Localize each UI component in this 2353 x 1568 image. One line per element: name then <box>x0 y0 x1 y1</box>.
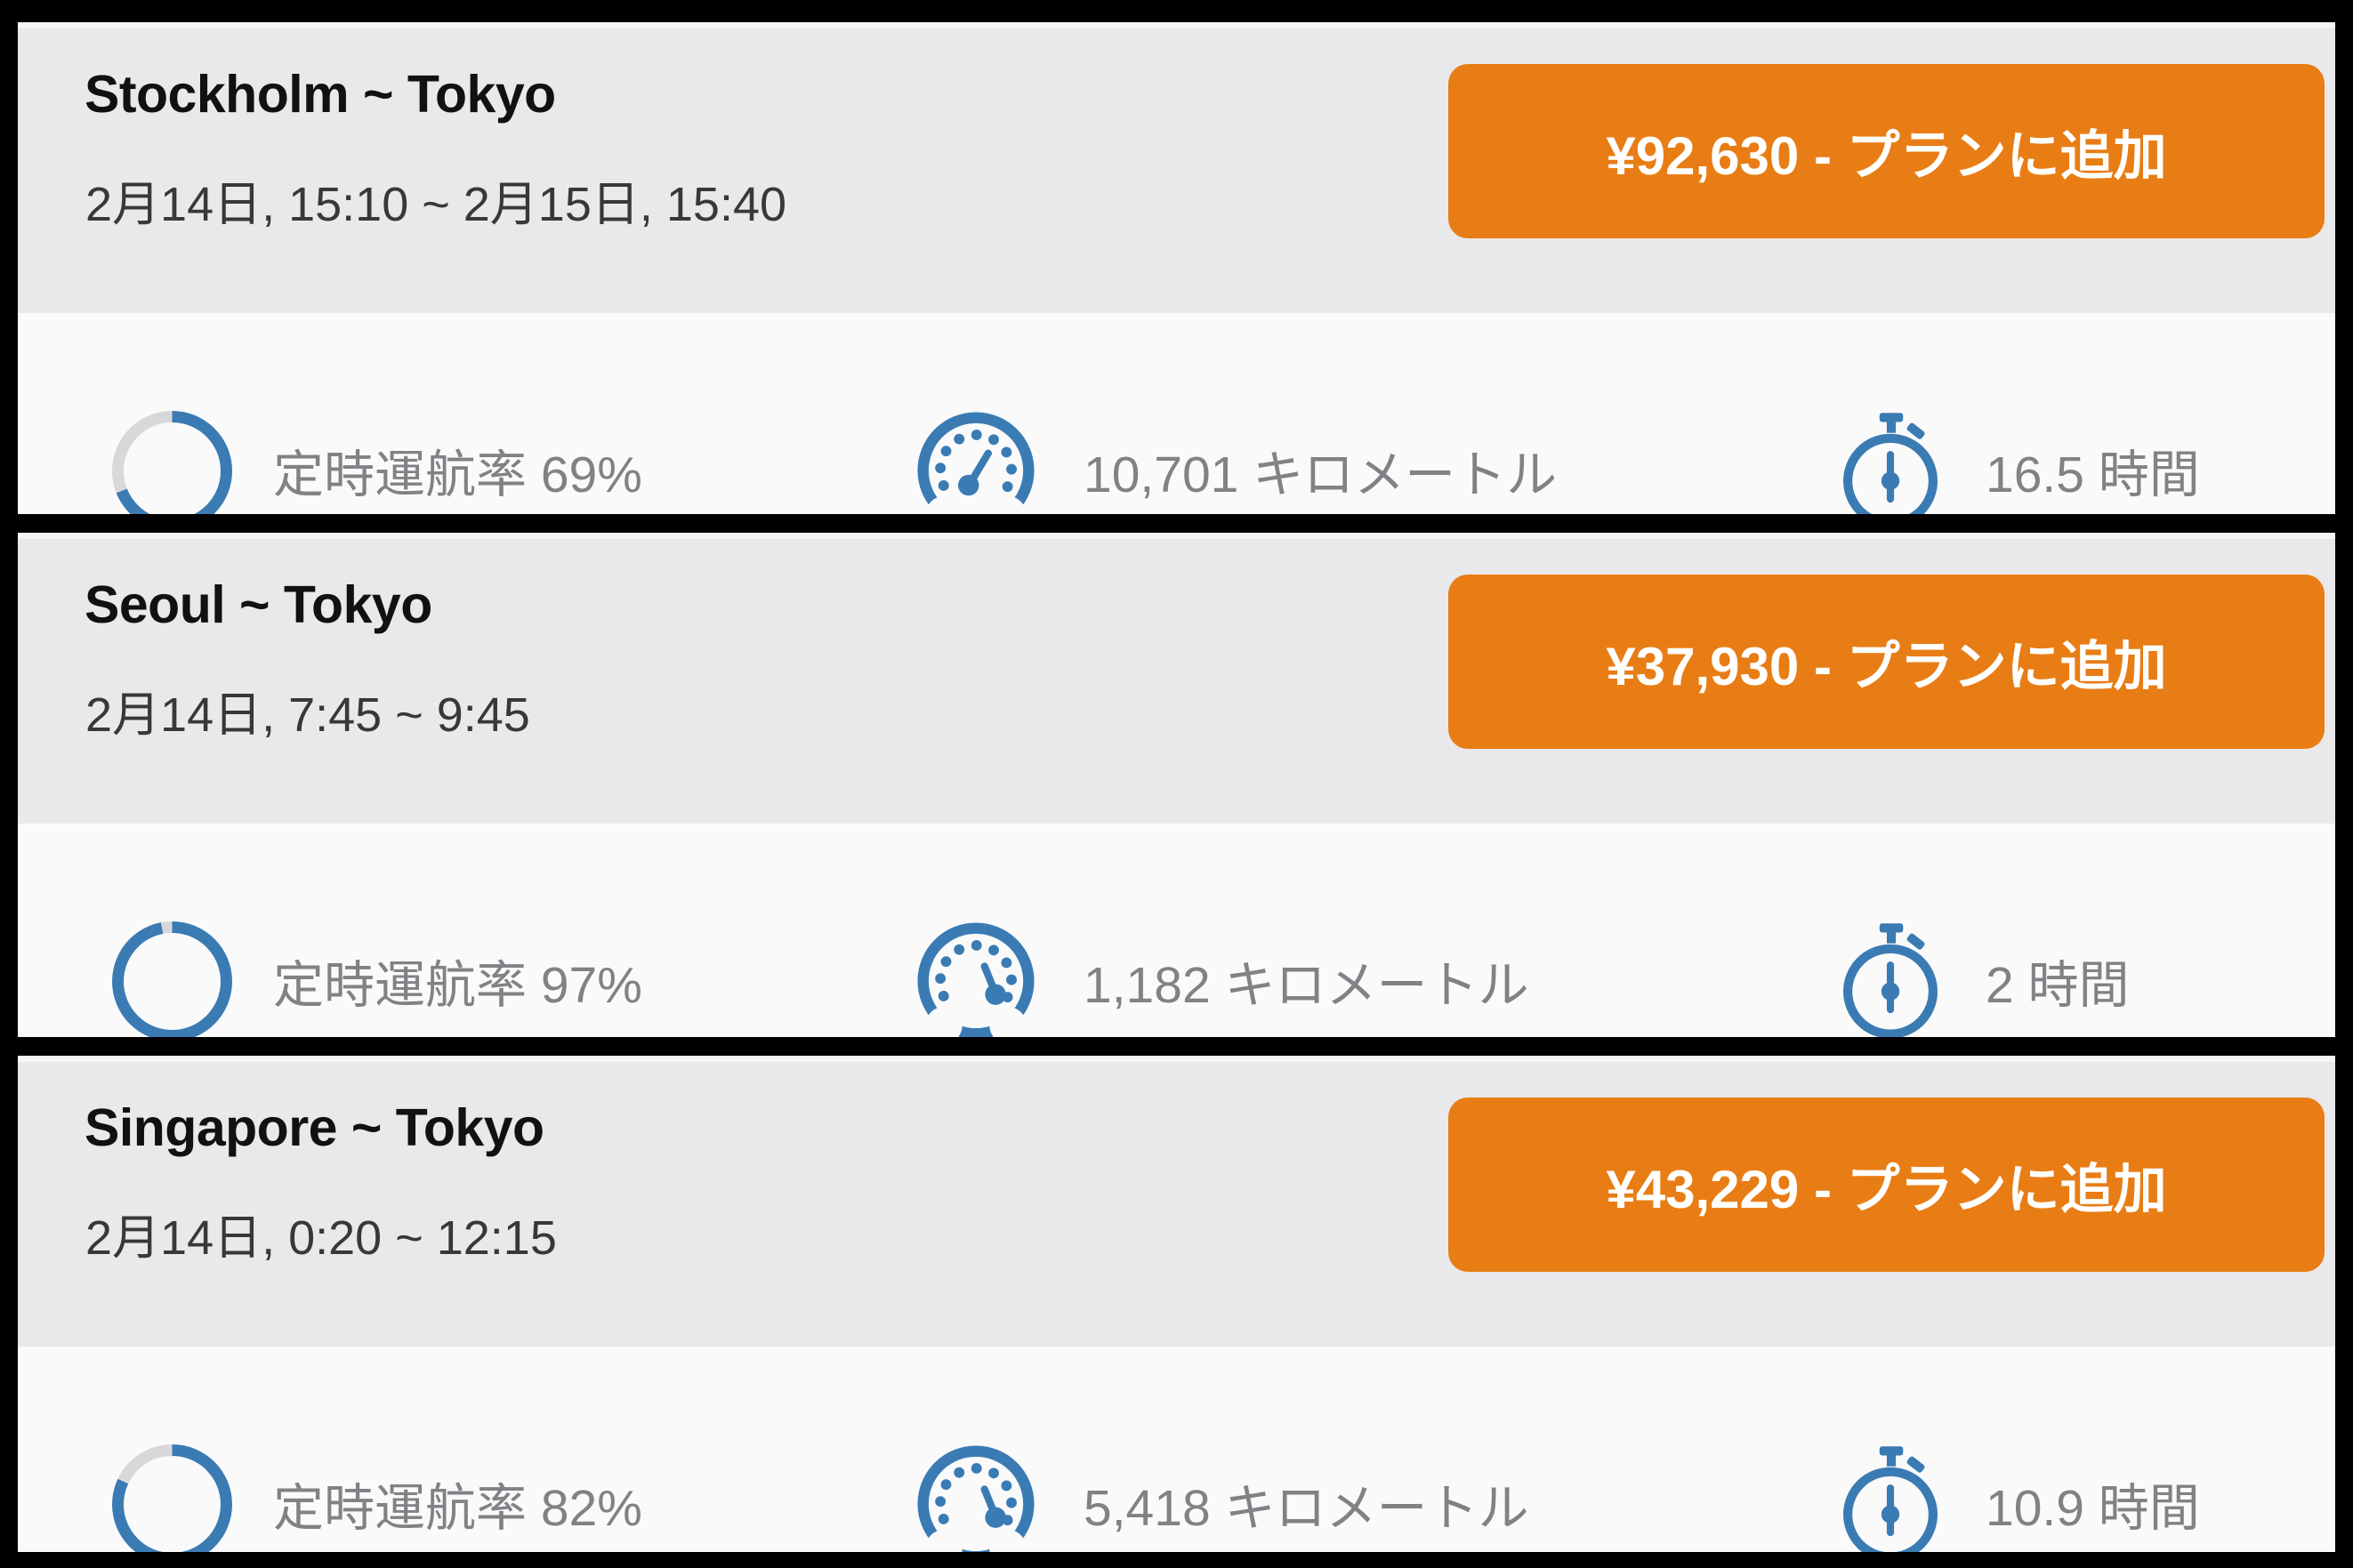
on-time-rate-label: 定時運航率 69% <box>273 446 642 503</box>
distance-stat: 1,182 キロメートル <box>915 920 1528 1037</box>
progress-ring-icon <box>112 410 232 514</box>
flight-stats-row: 定時運航率 69% 10,701 キ <box>18 313 2335 514</box>
distance-stat: 5,418 キロメートル <box>915 1443 1528 1552</box>
duration-stat: 2 時間 <box>1843 920 2130 1037</box>
flight-stats-row: 定時運航率 82% 5,418 キロ <box>18 1347 2335 1552</box>
speedometer-icon <box>917 412 1035 514</box>
duration-label: 2 時間 <box>1986 957 2130 1014</box>
flight-datetime: 2月14日, 7:45 ~ 9:45 <box>85 688 530 742</box>
add-to-plan-button[interactable]: ¥92,630 - プランに追加 <box>1448 64 2325 238</box>
route-title: Seoul ~ Tokyo <box>85 575 432 634</box>
on-time-stat: 定時運航率 97% <box>112 920 642 1037</box>
flight-datetime: 2月14日, 15:10 ~ 2月15日, 15:40 <box>85 178 787 231</box>
card-top-strip <box>18 22 2335 28</box>
flight-card[interactable]: Singapore ~ Tokyo 2月14日, 0:20 ~ 12:15 ¥4… <box>18 1056 2335 1552</box>
progress-ring-icon <box>112 921 232 1037</box>
flight-datetime: 2月14日, 0:20 ~ 12:15 <box>85 1211 557 1265</box>
duration-label: 10.9 時間 <box>1986 1480 2200 1537</box>
distance-stat: 10,701 キロメートル <box>915 409 1557 514</box>
speedometer-icon <box>917 922 1035 1037</box>
stopwatch-icon <box>1843 922 1938 1037</box>
card-header: Singapore ~ Tokyo 2月14日, 0:20 ~ 12:15 ¥4… <box>18 1062 2335 1347</box>
card-header: Seoul ~ Tokyo 2月14日, 7:45 ~ 9:45 ¥37,930… <box>18 539 2335 824</box>
route-title: Stockholm ~ Tokyo <box>85 65 556 124</box>
flight-card[interactable]: Stockholm ~ Tokyo 2月14日, 15:10 ~ 2月15日, … <box>18 22 2335 514</box>
flight-card[interactable]: Seoul ~ Tokyo 2月14日, 7:45 ~ 9:45 ¥37,930… <box>18 533 2335 1037</box>
add-to-plan-button[interactable]: ¥37,930 - プランに追加 <box>1448 575 2325 749</box>
speedometer-icon <box>917 1445 1035 1552</box>
card-top-strip <box>18 533 2335 539</box>
flight-stats-row: 定時運航率 97% 1,182 キロ <box>18 824 2335 1037</box>
add-to-plan-button[interactable]: ¥43,229 - プランに追加 <box>1448 1098 2325 1272</box>
on-time-rate-label: 定時運航率 82% <box>273 1480 642 1537</box>
duration-stat: 16.5 時間 <box>1843 409 2200 514</box>
distance-label: 1,182 キロメートル <box>1084 957 1529 1014</box>
stopwatch-icon <box>1843 412 1938 514</box>
card-header: Stockholm ~ Tokyo 2月14日, 15:10 ~ 2月15日, … <box>18 28 2335 313</box>
progress-ring-icon <box>112 1443 232 1552</box>
card-top-strip <box>18 1056 2335 1062</box>
route-title: Singapore ~ Tokyo <box>85 1098 544 1157</box>
distance-label: 10,701 キロメートル <box>1084 446 1558 503</box>
duration-label: 16.5 時間 <box>1986 446 2200 503</box>
stopwatch-icon <box>1843 1445 1938 1552</box>
on-time-stat: 定時運航率 69% <box>112 409 642 514</box>
on-time-rate-label: 定時運航率 97% <box>273 957 642 1014</box>
on-time-stat: 定時運航率 82% <box>112 1443 642 1552</box>
duration-stat: 10.9 時間 <box>1843 1443 2200 1552</box>
distance-label: 5,418 キロメートル <box>1084 1480 1529 1537</box>
